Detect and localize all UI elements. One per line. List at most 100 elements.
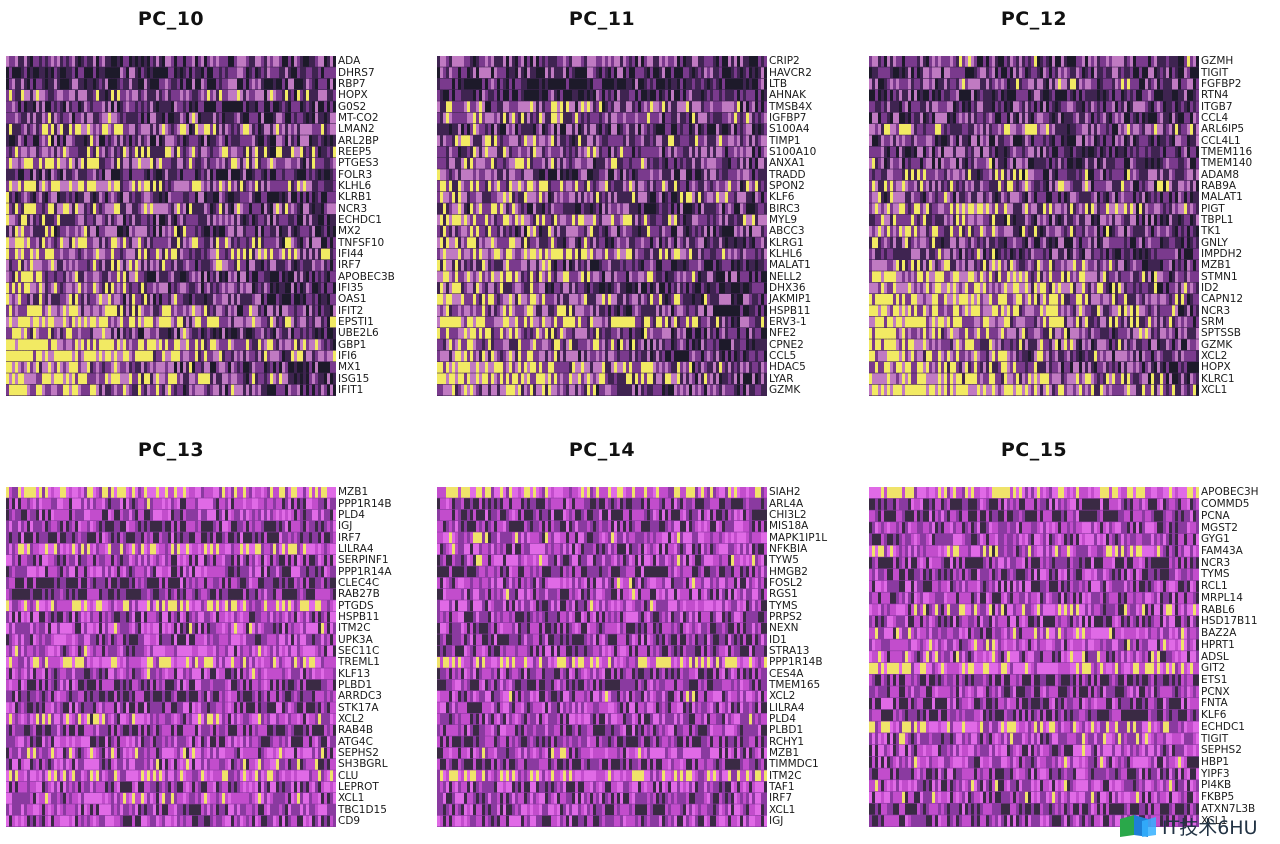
heatmap-cell bbox=[722, 158, 726, 169]
heatmap-cell bbox=[45, 305, 49, 317]
heatmap-cell bbox=[701, 169, 705, 181]
heatmap-cell bbox=[255, 282, 259, 294]
heatmap-cell bbox=[491, 78, 495, 90]
heatmap-cell bbox=[333, 271, 336, 283]
heatmap-cell bbox=[225, 237, 229, 249]
heatmap-cell bbox=[629, 146, 633, 158]
heatmap-cell bbox=[617, 180, 621, 192]
heatmap-cell bbox=[240, 203, 244, 215]
heatmap-cell bbox=[90, 56, 94, 67]
heatmap-cell bbox=[168, 180, 172, 192]
heatmap-cell bbox=[716, 56, 720, 67]
heatmap-cell bbox=[201, 135, 205, 147]
heatmap-cell bbox=[330, 90, 334, 101]
heatmap-cell bbox=[300, 282, 304, 294]
heatmap-cell bbox=[102, 214, 106, 226]
heatmap-cell bbox=[249, 169, 253, 181]
heatmap-cell bbox=[719, 158, 723, 169]
heatmap-cell bbox=[171, 328, 175, 339]
heatmap-cell bbox=[156, 248, 160, 260]
heatmap-cell bbox=[42, 124, 46, 135]
heatmap-cell bbox=[27, 67, 31, 79]
heatmap-cell bbox=[255, 350, 259, 362]
heatmap-cell bbox=[246, 328, 250, 339]
heatmap-cell bbox=[27, 373, 31, 385]
heatmap-cell bbox=[51, 282, 55, 294]
heatmap-cell bbox=[222, 305, 226, 317]
heatmap-cell bbox=[746, 169, 750, 181]
heatmap-cell bbox=[743, 90, 747, 101]
heatmap-cell bbox=[102, 362, 106, 373]
heatmap-cell bbox=[476, 135, 480, 147]
heatmap-cell bbox=[237, 260, 241, 271]
heatmap-cell bbox=[524, 56, 528, 67]
heatmap-cell bbox=[695, 124, 699, 135]
heatmap-cell bbox=[749, 101, 753, 113]
heatmap-cell bbox=[605, 214, 609, 226]
heatmap-cell bbox=[602, 90, 606, 101]
heatmap-cell bbox=[473, 67, 477, 79]
heatmap-cell bbox=[162, 339, 166, 351]
heatmap-cell bbox=[120, 78, 124, 90]
heatmap-cell bbox=[72, 328, 76, 339]
heatmap-cell bbox=[473, 101, 477, 113]
heatmap-cell bbox=[297, 350, 301, 362]
heatmap-cell bbox=[51, 214, 55, 226]
heatmap-cell bbox=[108, 192, 112, 203]
heatmap-cell bbox=[491, 158, 495, 169]
heatmap-cell bbox=[294, 124, 298, 135]
heatmap-cell bbox=[30, 271, 34, 283]
heatmap-cell bbox=[437, 135, 441, 147]
heatmap-cell bbox=[27, 169, 31, 181]
heatmap-cell bbox=[261, 56, 265, 67]
heatmap-cell bbox=[491, 203, 495, 215]
heatmap-cell bbox=[306, 192, 310, 203]
heatmap-cell bbox=[252, 305, 256, 317]
heatmap-cell bbox=[273, 169, 277, 181]
heatmap-cell bbox=[545, 101, 549, 113]
heatmap-cell bbox=[153, 146, 157, 158]
heatmap-cell bbox=[225, 282, 229, 294]
heatmap-cell bbox=[33, 248, 37, 260]
heatmap-cell bbox=[123, 56, 127, 67]
heatmap-cell bbox=[557, 56, 561, 67]
heatmap-cell bbox=[234, 305, 238, 317]
heatmap-cell bbox=[264, 101, 268, 113]
heatmap-cell bbox=[75, 203, 79, 215]
heatmap-cell bbox=[680, 124, 684, 135]
heatmap-cell bbox=[491, 192, 495, 203]
heatmap-cell bbox=[452, 192, 456, 203]
heatmap-cell bbox=[45, 67, 49, 79]
heatmap-cell bbox=[689, 101, 693, 113]
heatmap-cell bbox=[108, 67, 112, 79]
heatmap-cell bbox=[21, 305, 25, 317]
heatmap-cell bbox=[470, 146, 474, 158]
heatmap-cell bbox=[87, 271, 91, 283]
heatmap-cell bbox=[264, 124, 268, 135]
heatmap-cell bbox=[716, 90, 720, 101]
heatmap-cell bbox=[638, 203, 642, 215]
heatmap-cell bbox=[333, 169, 336, 181]
heatmap-cell bbox=[234, 214, 238, 226]
heatmap-cell bbox=[273, 192, 277, 203]
heatmap-cell bbox=[90, 294, 94, 305]
heatmap-cell bbox=[21, 282, 25, 294]
heatmap-cell bbox=[716, 180, 720, 192]
heatmap-cell bbox=[42, 384, 46, 396]
heatmap-cell bbox=[135, 237, 139, 249]
heatmap-cell bbox=[249, 237, 253, 249]
heatmap-cell bbox=[258, 78, 262, 90]
heatmap-cell bbox=[75, 237, 79, 249]
heatmap-cell bbox=[734, 158, 738, 169]
heatmap-cell bbox=[752, 124, 756, 135]
heatmap-cell bbox=[123, 316, 127, 328]
heatmap-cell bbox=[54, 373, 58, 385]
heatmap-cell bbox=[39, 271, 43, 283]
heatmap-cell bbox=[174, 373, 178, 385]
heatmap-cell bbox=[740, 78, 744, 90]
heatmap-cell bbox=[6, 56, 10, 67]
heatmap-cell bbox=[662, 56, 666, 67]
heatmap-cell bbox=[177, 169, 181, 181]
heatmap-cell bbox=[102, 226, 106, 237]
heatmap-cell bbox=[48, 305, 52, 317]
